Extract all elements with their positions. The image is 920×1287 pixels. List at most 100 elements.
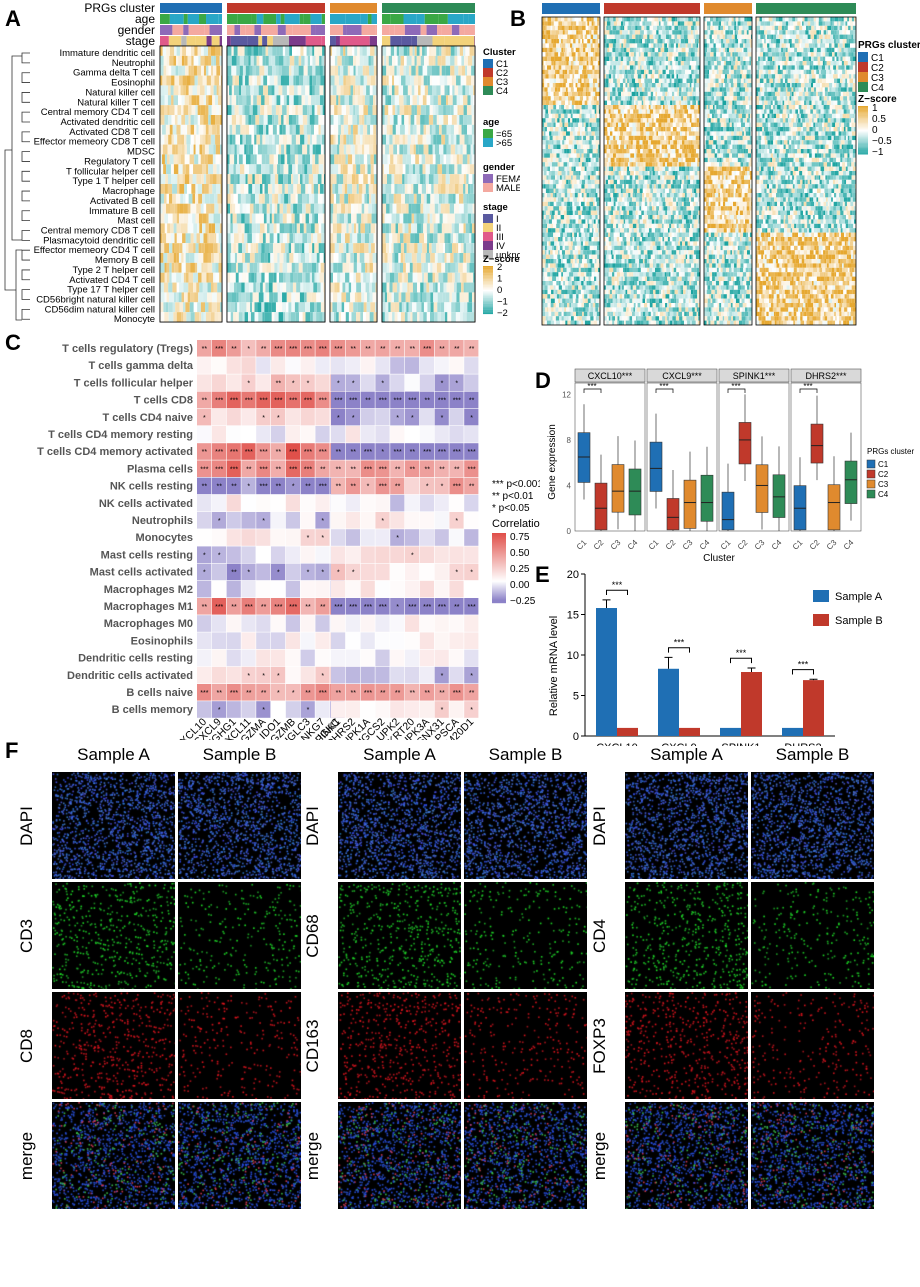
b-heat-cell <box>669 34 672 39</box>
a-heat-cell <box>416 302 422 313</box>
b-heat-cell <box>597 175 600 180</box>
b-heat-cell <box>579 118 582 123</box>
b-heat-cell <box>578 100 583 105</box>
a-heat-cell <box>387 253 393 263</box>
a-heat-cell <box>429 105 433 115</box>
b-heat-cell <box>571 254 574 259</box>
b-heat-cell <box>561 311 564 317</box>
a-heat-cell <box>373 164 377 175</box>
b-heat-cell <box>591 267 596 273</box>
a-heat-cell <box>432 85 437 96</box>
a-heat-cell <box>163 85 169 96</box>
dendro-branch <box>11 55 22 241</box>
a-heat-cell <box>392 55 396 66</box>
a-heat-cell <box>166 46 170 56</box>
a-heat-cell <box>408 302 413 313</box>
b-heat-cell <box>554 298 559 303</box>
b-heat-cell <box>574 193 578 198</box>
b-heat-cell <box>557 162 560 167</box>
b-heat-cell <box>544 21 549 26</box>
b-heat-cell <box>604 25 607 31</box>
a-heat-cell <box>181 115 186 125</box>
a-heat-cell <box>290 203 294 214</box>
b-heat-cell <box>587 91 591 97</box>
legend-gradient <box>483 291 493 293</box>
a-heat-cell <box>249 65 253 76</box>
b-heat-cell <box>664 83 669 88</box>
a-heat-cell <box>219 223 222 234</box>
a-heat-cell <box>234 105 239 115</box>
b-heat-cell <box>567 303 570 308</box>
b-heat-cell <box>612 105 617 110</box>
a-heat-cell <box>182 174 185 184</box>
b-heat-cell <box>634 87 637 92</box>
b-heat-cell <box>564 105 566 110</box>
a-heat-cell <box>160 282 164 293</box>
a-heat-cell <box>296 184 301 194</box>
b-heat-cell <box>547 17 552 22</box>
a-heat-cell <box>272 184 275 194</box>
a-heat-cell <box>423 174 426 184</box>
a-heat-cell <box>330 262 334 273</box>
a-heat-cell <box>370 302 376 313</box>
b-heat-cell <box>552 245 554 251</box>
b-heat-cell <box>582 201 585 207</box>
b-heat-cell <box>618 100 621 105</box>
b-heat-cell <box>635 25 638 31</box>
a-heat-cell <box>160 154 163 165</box>
b-heat-cell <box>580 39 582 44</box>
a-heat-cell <box>370 46 375 56</box>
b-heat-cell <box>579 78 582 83</box>
a-heat-cell <box>256 95 262 106</box>
a-heat-cell <box>160 272 165 283</box>
b-heat-cell <box>542 188 546 193</box>
a-heat-cell <box>361 233 365 244</box>
b-heat-cell <box>561 43 566 48</box>
b-heat-cell <box>542 228 546 233</box>
b-heat-cell <box>561 118 565 123</box>
b-heat-cell <box>635 100 638 105</box>
b-heat-cell <box>544 17 546 22</box>
a-heat-cell <box>255 193 259 204</box>
a-heat-cell <box>241 282 245 293</box>
a-heat-cell <box>283 95 287 106</box>
a-heat-cell <box>417 223 421 234</box>
b-heat-cell <box>678 52 682 57</box>
b-heat-cell <box>677 17 680 22</box>
a-heat-cell <box>356 55 360 66</box>
a-heat-cell <box>247 46 252 56</box>
a-heat-cell <box>440 282 444 293</box>
b-heat-cell <box>596 74 599 79</box>
b-heat-cell <box>657 43 660 48</box>
a-heat-cell <box>230 302 235 313</box>
b-heat-cell <box>558 193 562 198</box>
b-heat-cell <box>629 83 634 88</box>
a-heat-cell <box>282 262 288 273</box>
b-heat-cell <box>574 157 579 163</box>
b-heat-cell <box>671 65 673 70</box>
a-heat-cell <box>306 124 311 135</box>
b-heat-cell <box>611 78 614 83</box>
a-heat-cell <box>409 262 413 273</box>
a-heat-cell <box>281 65 286 76</box>
b-heat-cell <box>549 281 553 286</box>
b-heat-cell <box>542 175 544 180</box>
b-heat-cell <box>595 83 598 88</box>
b-heat-cell <box>569 162 573 167</box>
b-heat-cell <box>555 179 559 185</box>
a-heat-cell <box>337 55 342 66</box>
b-heat-cell <box>689 83 692 88</box>
b-heat-cell <box>570 127 575 132</box>
a-heat-cell <box>472 95 475 106</box>
a-heat-cell <box>206 174 211 184</box>
a-heat-cell <box>297 85 302 96</box>
b-heat-cell <box>611 52 615 57</box>
b-heat-cell <box>561 96 566 101</box>
legend-gradient <box>483 312 493 315</box>
a-heat-cell <box>276 95 281 106</box>
a-heat-cell <box>396 193 402 204</box>
b-heat-cell <box>597 272 600 277</box>
b-heat-cell <box>560 267 563 273</box>
a-heat-cell <box>427 85 433 96</box>
a-heat-cell <box>240 124 246 135</box>
